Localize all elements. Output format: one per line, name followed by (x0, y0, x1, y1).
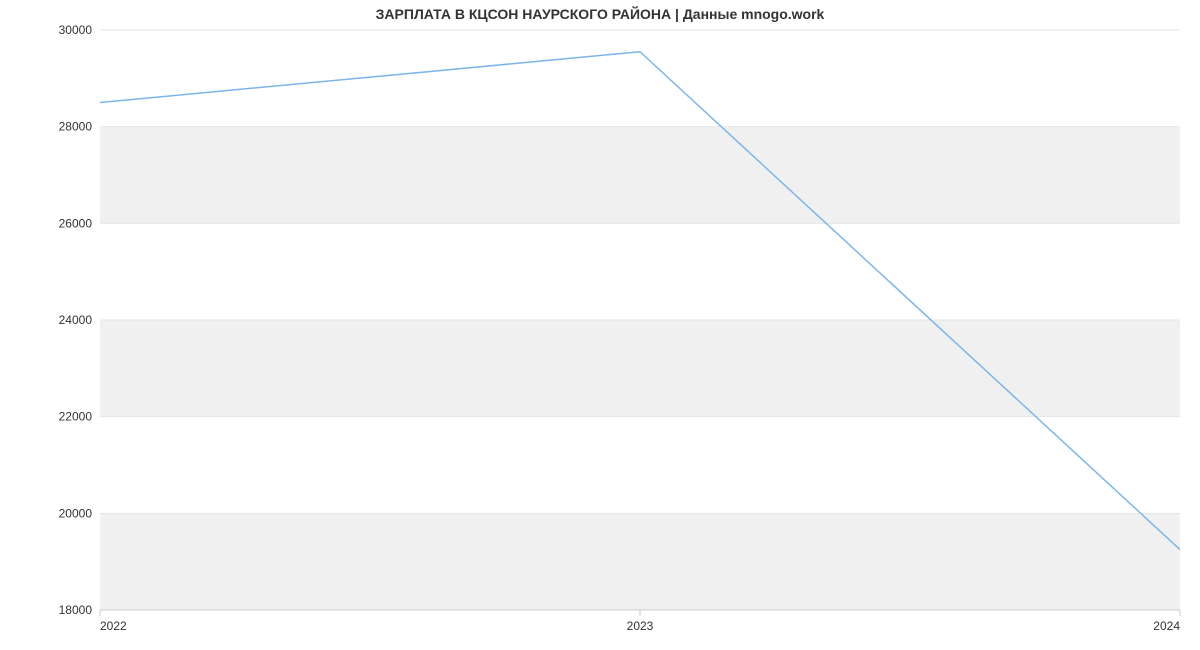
y-tick-label: 22000 (59, 410, 93, 424)
y-tick-label: 18000 (59, 603, 93, 617)
chart-title: ЗАРПЛАТА В КЦСОН НАУРСКОГО РАЙОНА | Данн… (0, 6, 1200, 22)
y-tick-label: 28000 (59, 120, 93, 134)
x-tick-label: 2022 (100, 619, 127, 633)
y-tick-label: 30000 (59, 23, 93, 37)
x-tick-label: 2024 (1153, 619, 1180, 633)
plot-band (100, 127, 1180, 224)
x-tick-label: 2023 (627, 619, 654, 633)
plot-band (100, 320, 1180, 417)
salary-line-chart: ЗАРПЛАТА В КЦСОН НАУРСКОГО РАЙОНА | Данн… (0, 0, 1200, 650)
chart-svg: 18000 20000 22000 24000 26000 28000 30000 2022 2… (0, 0, 1200, 650)
plot-band (100, 513, 1180, 610)
y-tick-label: 26000 (59, 216, 93, 230)
y-tick-label: 24000 (59, 313, 93, 327)
y-tick-label: 20000 (59, 506, 93, 520)
